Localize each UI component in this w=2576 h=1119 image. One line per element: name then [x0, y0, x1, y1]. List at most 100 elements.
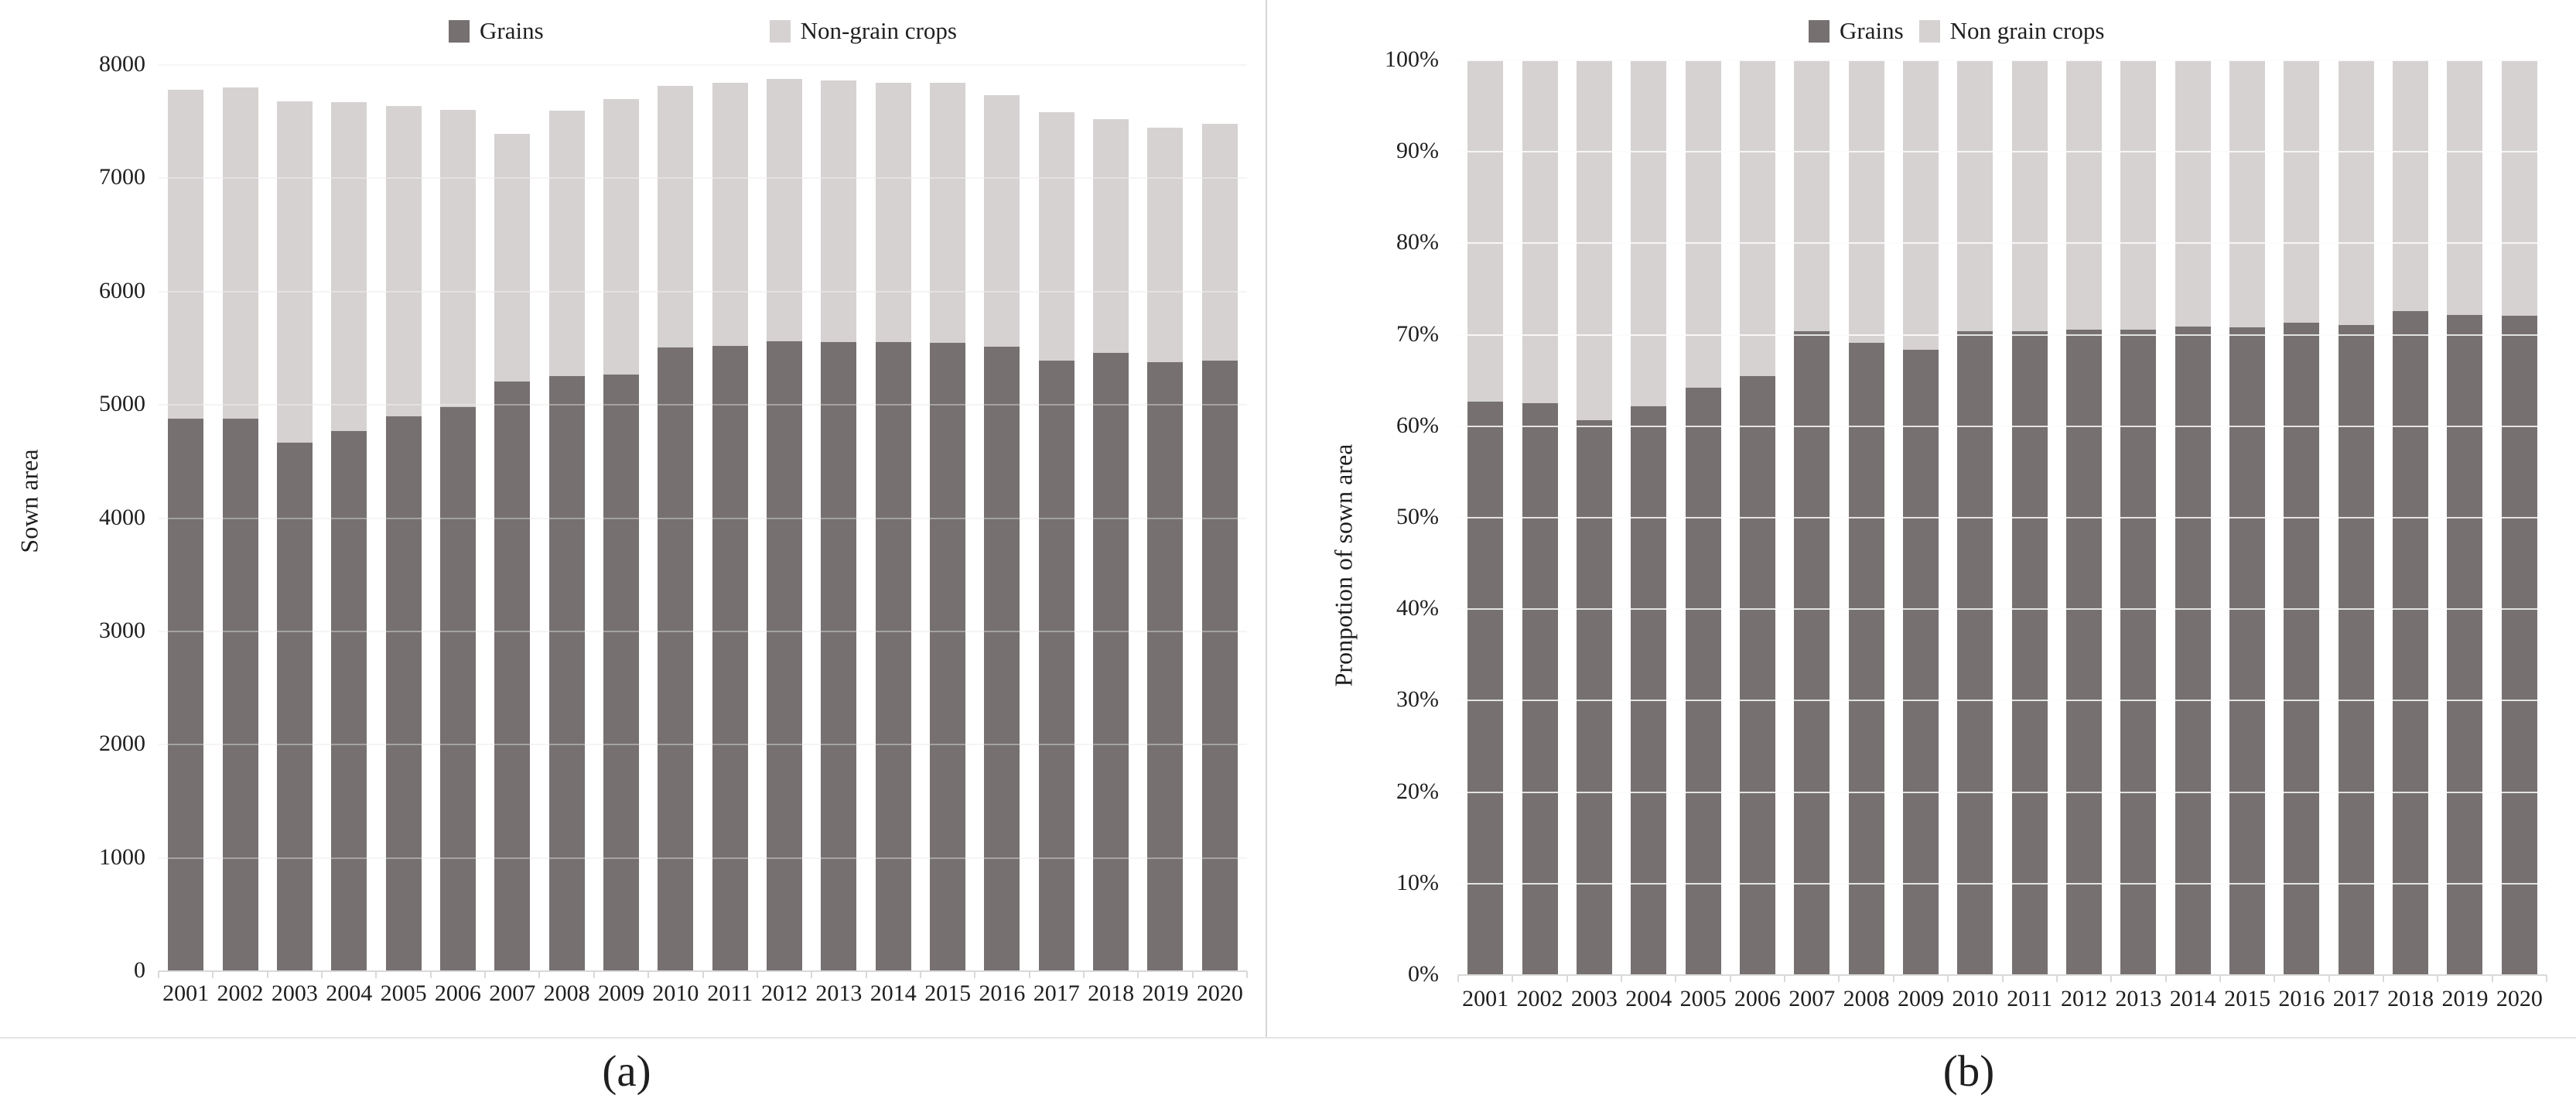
x-axis-tick [1246, 971, 1248, 978]
bar-segment-non-grain-crops-2001 [168, 90, 204, 419]
bar-segment-grains-2012 [2066, 329, 2103, 975]
y-tick-label: 1000 [99, 844, 145, 870]
gridline [159, 64, 1247, 66]
bar-2008 [1848, 60, 1884, 975]
bar-segment-non-grain-crops-2003 [276, 101, 313, 443]
bar-segment-non-grain-crops-2018 [2393, 60, 2429, 311]
gridline-overlay [159, 630, 1247, 632]
y-tick-label: 3000 [99, 617, 145, 643]
x-tick-label: 2001 [1462, 986, 1509, 1011]
x-axis-tick [1512, 975, 1514, 982]
bar-2012 [2066, 60, 2103, 975]
x-axis-tick [2328, 975, 2330, 982]
y-tick-label: 60% [1396, 412, 1439, 438]
bar-segment-non-grain-crops-2004 [331, 102, 367, 431]
bar-segment-grains-2015 [2229, 327, 2266, 975]
panel-b: Grains Non grain crops Pronpotion of sow… [1284, 0, 2576, 1119]
gridline [159, 630, 1247, 632]
bar-segment-non-grain-crops-2016 [984, 94, 1020, 347]
bar-segment-non-grain-crops-2004 [1631, 60, 1667, 406]
x-axis-tick [1892, 975, 1894, 982]
x-tick-label: 2006 [434, 980, 481, 1006]
bar-segment-non-grain-crops-2013 [2120, 60, 2157, 330]
x-tick-label: 2011 [707, 980, 753, 1006]
bar-2007 [494, 134, 531, 971]
bar-segment-non-grain-crops-2005 [385, 106, 422, 416]
gridline-overlay [1458, 242, 2547, 245]
x-axis-tick [1675, 975, 1677, 982]
x-axis-tick [1028, 971, 1030, 978]
x-tick-label: 2014 [2169, 986, 2216, 1011]
bar-segment-non-grain-crops-2020 [2501, 60, 2537, 316]
x-tick-label: 2003 [271, 980, 318, 1006]
bar-segment-non-grain-crops-2007 [1794, 60, 1830, 331]
x-tick-label: 2001 [162, 980, 210, 1006]
y-tick-label: 2000 [99, 731, 145, 757]
bar-segment-non-grain-crops-2015 [930, 83, 966, 343]
x-axis-tick [429, 971, 432, 978]
bar-2008 [548, 110, 585, 971]
x-axis-tick [2110, 975, 2113, 982]
bar-segment-non-grain-crops-2001 [1467, 60, 1504, 402]
bar-segment-grains-2013 [821, 341, 857, 971]
gridline [159, 517, 1247, 519]
bar-2006 [439, 109, 476, 971]
bar-segment-grains-2011 [712, 346, 748, 971]
bar-segment-grains-2010 [1957, 330, 1993, 975]
x-axis-tick [538, 971, 541, 978]
x-tick-label: 2017 [1033, 980, 1080, 1006]
x-axis-tick [1947, 975, 1949, 982]
bar-segment-grains-2014 [2175, 326, 2211, 975]
y-tick-label: 90% [1396, 138, 1439, 164]
bar-segment-grains-2009 [1902, 349, 1939, 975]
bar-segment-grains-2002 [222, 419, 258, 971]
y-tick-label: 7000 [99, 164, 145, 190]
gridline-overlay [1458, 608, 2547, 611]
bar-segment-grains-2020 [1201, 361, 1238, 971]
x-axis-tick [1838, 975, 1840, 982]
x-axis-tick [1137, 971, 1139, 978]
x-axis-tick [2164, 975, 2167, 982]
bar-segment-non-grain-crops-2010 [1957, 60, 1993, 331]
gridline-overlay [159, 177, 1247, 180]
legend-item-nongrain-b: Non grain crops [1918, 17, 2104, 45]
y-axis-title-a: Sown area [15, 449, 43, 553]
bar-2001 [1467, 60, 1504, 975]
bar-2016 [984, 94, 1020, 971]
non-grain-swatch-icon [769, 19, 791, 43]
bar-2012 [767, 79, 803, 971]
bar-segment-grains-2003 [1576, 419, 1612, 975]
x-tick-label: 2004 [1625, 986, 1672, 1011]
bar-2003 [1576, 60, 1612, 975]
bar-segment-grains-2010 [658, 347, 694, 971]
x-tick-label: 2020 [1196, 980, 1243, 1006]
legend-item-grains-a: Grains [449, 17, 544, 45]
bar-2002 [222, 87, 258, 971]
gridline [159, 744, 1247, 746]
x-tick-label: 2007 [489, 980, 536, 1006]
x-axis-tick [865, 971, 867, 978]
bar-segment-non-grain-crops-2018 [1093, 119, 1129, 353]
bar-segment-non-grain-crops-2010 [658, 86, 694, 348]
bar-segment-grains-2006 [439, 407, 476, 971]
gridline-overlay [159, 64, 1247, 66]
bar-2010 [1957, 60, 1993, 975]
y-tick-label: 20% [1396, 778, 1439, 804]
gridline-overlay [1458, 334, 2547, 336]
gridline-overlay [1458, 882, 2547, 885]
grains-swatch-icon [1809, 19, 1830, 43]
legend-label: Grains [1840, 17, 1904, 44]
gridline-overlay [159, 404, 1247, 406]
gridline-overlay [159, 744, 1247, 746]
bar-2014 [2175, 60, 2211, 975]
gridline-overlay [1458, 60, 2547, 61]
y-tick-label: 0% [1408, 961, 1439, 987]
x-axis-tick [212, 971, 214, 978]
gridline-overlay [1458, 791, 2547, 793]
panel-divider [1266, 0, 1267, 1038]
x-tick-label: 2006 [1734, 986, 1781, 1011]
bar-segment-grains-2006 [1739, 375, 1775, 975]
y-tick-label: 100% [1385, 46, 1439, 72]
bar-segment-grains-2019 [1147, 362, 1184, 971]
